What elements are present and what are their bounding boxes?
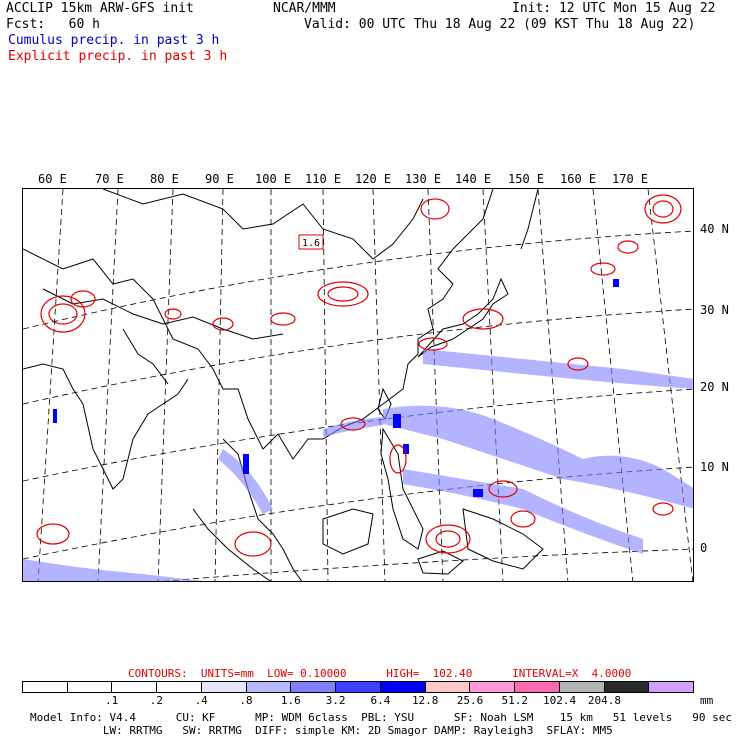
colorbar-tick-label: 1.6 — [280, 694, 301, 707]
colorbar-cell — [336, 682, 381, 692]
lon-label: 70 E — [95, 172, 124, 186]
lon-label: 130 E — [405, 172, 442, 186]
colorbar-cell — [112, 682, 158, 692]
title-left: ACCLIP 15km ARW-GFS init — [6, 1, 194, 16]
model-info-line2: LW: RRTMG SW: RRTMG DIFF: simple KM: 2D … — [30, 724, 613, 737]
lat-label: 40 N — [700, 222, 729, 236]
legend-cumulus: Cumulus precip. in past 3 h — [8, 33, 220, 48]
contour-summary: CONTOURS: UNITS=mm LOW= 0.10000 HIGH= 10… — [128, 667, 632, 680]
lon-label: 170 E — [612, 172, 649, 186]
lat-label: 30 N — [700, 303, 729, 317]
explicit-precip — [36, 194, 682, 557]
colorbar-cell — [291, 682, 337, 692]
colorbar — [22, 681, 694, 693]
colorbar-tick-label: 51.2 — [501, 694, 529, 707]
colorbar-cell — [604, 682, 650, 692]
colorbar-cell — [649, 682, 694, 692]
lon-label: 110 E — [305, 172, 342, 186]
forecast-hour: Fcst: 60 h — [6, 17, 100, 32]
colorbar-cell — [67, 682, 113, 692]
colorbar-tick-label: .2 — [149, 694, 164, 707]
coastlines — [23, 189, 544, 581]
lon-label: 140 E — [455, 172, 492, 186]
colorbar-tick-label: 12.8 — [411, 694, 439, 707]
map-canvas: 1.6 — [23, 189, 693, 581]
valid-time: Valid: 00 UTC Thu 18 Aug 22 (09 KST Thu … — [304, 17, 696, 32]
colorbar-cell — [470, 682, 516, 692]
colorbar-cell — [425, 682, 471, 692]
contour-label: 1.6 — [302, 238, 320, 249]
colorbar-tick-label: 204.8 — [587, 694, 621, 707]
lon-label: 150 E — [508, 172, 545, 186]
colorbar-tick-label: .1 — [104, 694, 119, 707]
colorbar-cell — [515, 682, 560, 692]
title-center: NCAR/MMM — [273, 1, 336, 16]
lon-label: 160 E — [560, 172, 597, 186]
colorbar-tick-label: .4 — [194, 694, 208, 707]
lon-label: 100 E — [255, 172, 292, 186]
lon-label: 80 E — [150, 172, 179, 186]
precipitation-map: 1.6 — [22, 188, 694, 582]
cumulus-precip-dark — [53, 279, 619, 497]
colorbar-unit: mm — [700, 694, 714, 707]
lon-label: 90 E — [205, 172, 234, 186]
colorbar-cell — [23, 682, 68, 692]
colorbar-tick-label: .8 — [239, 694, 253, 707]
colorbar-cell — [157, 682, 202, 692]
lat-label: 10 N — [700, 460, 729, 474]
colorbar-tick-label: 25.6 — [456, 694, 484, 707]
graticule — [23, 189, 693, 581]
lon-label: 120 E — [355, 172, 392, 186]
model-info-line1: Model Info: V4.4 CU: KF MP: WDM 6class P… — [30, 711, 732, 724]
colorbar-tick-label: 6.4 — [370, 694, 391, 707]
lat-label: 0 — [700, 541, 708, 555]
colorbar-tick-label: 102.4 — [543, 694, 577, 707]
cumulus-precip — [23, 349, 693, 581]
colorbar-cell — [380, 682, 426, 692]
init-time: Init: 12 UTC Mon 15 Aug 22 — [512, 1, 716, 16]
lon-label: 60 E — [38, 172, 67, 186]
colorbar-cell — [246, 682, 292, 692]
contour-label-box — [298, 234, 324, 250]
colorbar-tick-label: 3.2 — [325, 694, 346, 707]
colorbar-cell — [201, 682, 247, 692]
legend-explicit: Explicit precip. in past 3 h — [8, 49, 228, 64]
lat-label: 20 N — [700, 380, 729, 394]
colorbar-cell — [559, 682, 605, 692]
